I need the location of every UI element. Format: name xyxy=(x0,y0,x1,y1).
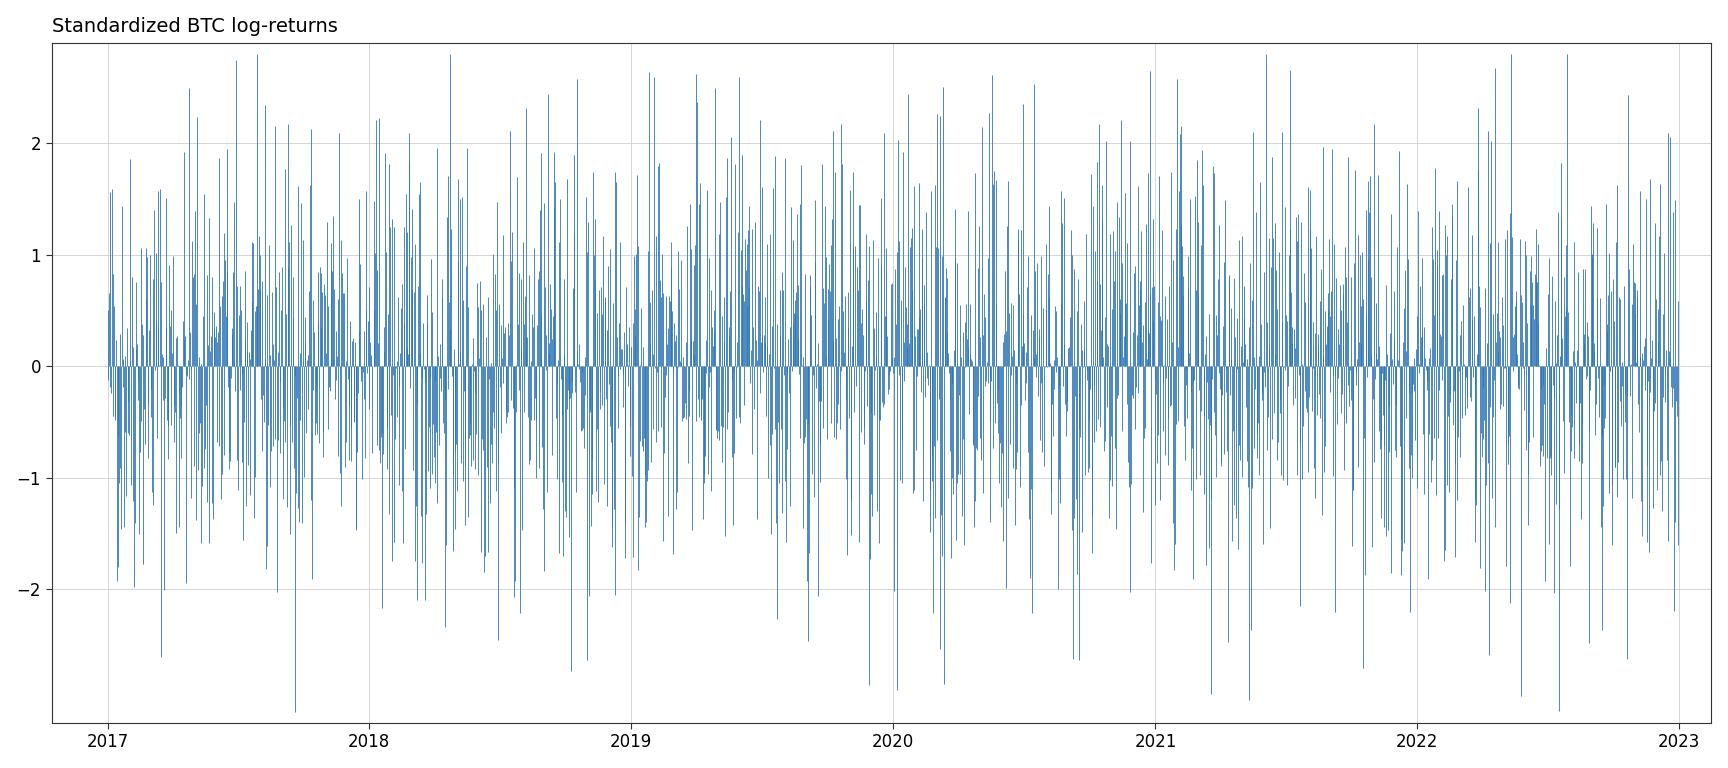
Text: Standardized BTC log-returns: Standardized BTC log-returns xyxy=(52,17,337,35)
